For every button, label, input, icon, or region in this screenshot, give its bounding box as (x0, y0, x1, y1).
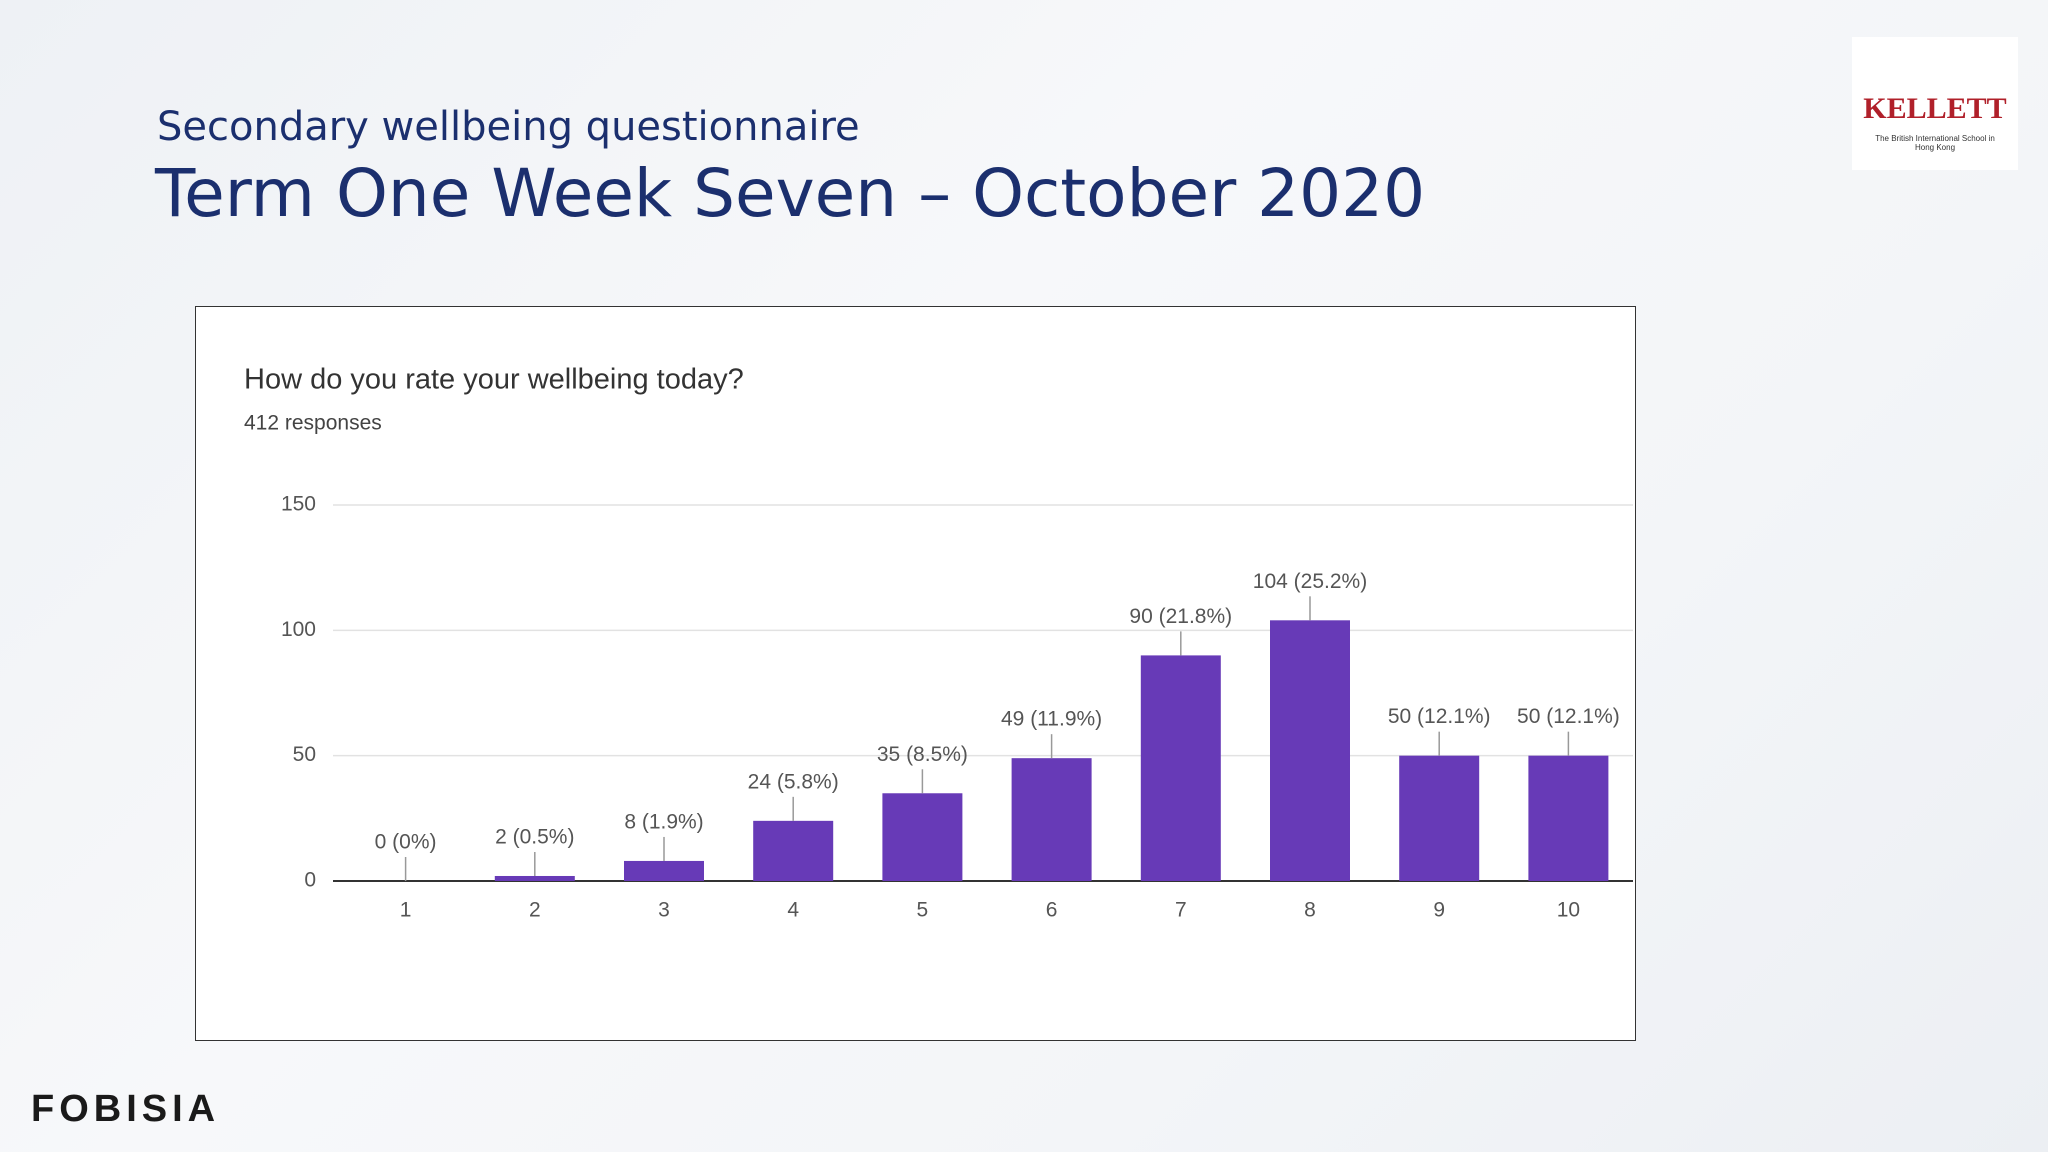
y-tick-label: 0 (304, 869, 316, 892)
value-label: 50 (12.1%) (1388, 705, 1491, 728)
y-tick-label: 150 (281, 493, 316, 516)
x-tick-label: 8 (1304, 899, 1316, 922)
x-tick-label: 2 (529, 899, 541, 922)
x-tick-label: 5 (917, 899, 929, 922)
chart: How do you rate your wellbeing today? 41… (195, 306, 1636, 1041)
bar (1011, 758, 1092, 881)
y-tick-label: 100 (281, 618, 316, 641)
bar (1270, 620, 1350, 881)
value-label: 104 (25.2%) (1253, 570, 1367, 593)
x-tick-label: 4 (787, 899, 799, 922)
x-tick-label: 10 (1557, 899, 1580, 922)
bar (1140, 655, 1221, 881)
slide-subtitle: Secondary wellbeing questionnaire (157, 104, 860, 150)
logo-caption: The British International School in Hong… (1875, 134, 1995, 152)
bar (882, 793, 963, 881)
school-logo: KELLETT The British International School… (1852, 37, 2018, 170)
bar (753, 820, 834, 881)
value-label: 24 (5.8%) (748, 770, 839, 793)
value-label: 50 (12.1%) (1517, 705, 1620, 728)
x-tick-label: 6 (1046, 899, 1058, 922)
x-tick-label: 3 (658, 899, 670, 922)
x-tick-label: 9 (1433, 899, 1445, 922)
x-tick-label: 7 (1175, 899, 1187, 922)
logo-name: KELLETT (1863, 92, 2007, 125)
bar (494, 875, 575, 881)
value-label: 2 (0.5%) (495, 826, 574, 849)
bar (1399, 755, 1480, 881)
chart-title: How do you rate your wellbeing today? (244, 364, 744, 396)
bar (1528, 755, 1609, 881)
value-label: 0 (0%) (375, 831, 437, 854)
chart-subtitle: 412 responses (244, 412, 382, 435)
x-tick-label: 1 (400, 899, 412, 922)
y-tick-label: 50 (293, 743, 316, 766)
slide-title: Term One Week Seven – October 2020 (155, 155, 1426, 232)
value-label: 90 (21.8%) (1129, 605, 1232, 628)
footer-brand: FOBISIA (31, 1088, 221, 1130)
bar (624, 860, 704, 881)
value-label: 35 (8.5%) (877, 743, 968, 766)
value-label: 49 (11.9%) (1001, 708, 1102, 731)
value-label: 8 (1.9%) (624, 810, 703, 833)
